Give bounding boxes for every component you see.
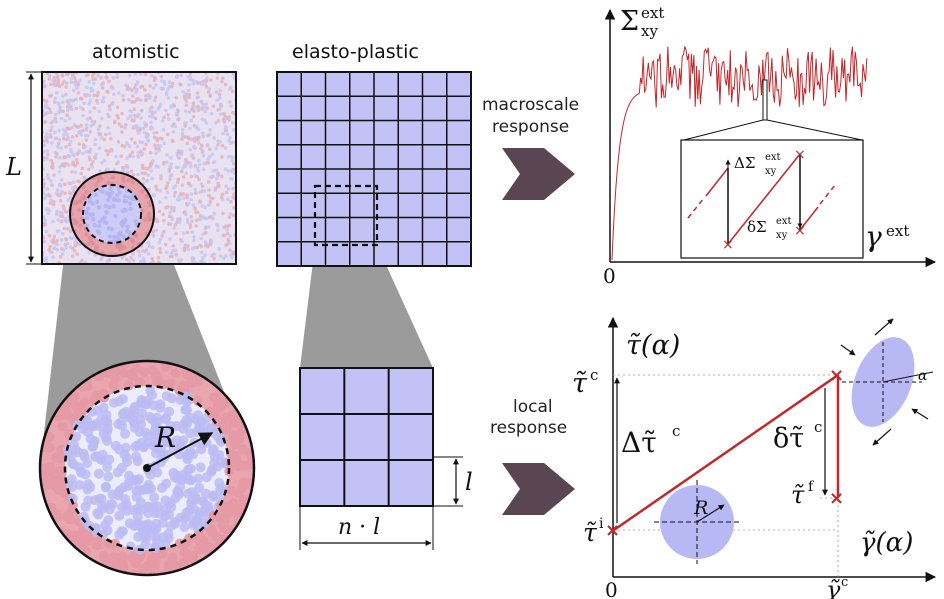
curve-zoom-marker <box>762 79 768 121</box>
macroscale-arrow <box>502 148 575 200</box>
zero-bottom: 0 <box>605 578 618 599</box>
Sigma-axis-label: Σ <box>620 6 639 37</box>
L-label: L <box>5 153 22 181</box>
svg-text:×: × <box>794 147 806 163</box>
svg-text:ext: ext <box>641 4 664 22</box>
tau-alpha-label: τ̃(α) <box>626 330 680 361</box>
svg-text:ext: ext <box>765 152 781 163</box>
svg-text:i: i <box>599 516 604 532</box>
R-label: R <box>154 421 176 454</box>
alpha-label: α <box>918 368 928 384</box>
atomistic-box <box>41 71 237 265</box>
svg-text:xy: xy <box>765 166 777 177</box>
svg-text:c: c <box>590 366 598 384</box>
gamma-c-label: γ̃ <box>826 576 841 599</box>
svg-text:×: × <box>605 520 620 541</box>
delta-Sigma-small-label: δΣ <box>747 218 767 236</box>
rotated-element-inset: α <box>840 318 934 446</box>
svg-text:ext: ext <box>886 222 909 240</box>
inset-box <box>680 139 864 259</box>
svg-text:c: c <box>814 418 822 436</box>
n-l-label: n · l <box>338 515 380 540</box>
elasto-plastic-grid <box>276 71 472 267</box>
macroscale-curve <box>611 46 868 261</box>
tau-i-label: τ̃ <box>583 518 598 547</box>
elasto-plastic-zoomed-grid <box>299 367 434 507</box>
macroscale-label-1: macroscale <box>482 95 579 115</box>
gamma-ext-label: γ <box>865 220 882 253</box>
svg-text:×: × <box>794 223 806 239</box>
R-inset-label: R <box>693 497 708 519</box>
R-arrow <box>146 432 214 469</box>
elasto-plastic-title: elasto-plastic <box>292 41 419 63</box>
tau-f-label: τ̃ <box>791 481 805 509</box>
macroscale-label-2: response <box>492 117 569 137</box>
elasto-zoom-box <box>313 184 379 247</box>
local-label-2: response <box>490 418 567 438</box>
svg-text:f: f <box>808 479 815 495</box>
Delta-tau-c-label: Δτ̃ <box>621 426 657 459</box>
svg-text:c: c <box>841 575 848 590</box>
svg-text:c: c <box>672 422 680 440</box>
svg-text:ext: ext <box>776 216 792 227</box>
atomistic-title: atomistic <box>92 41 180 63</box>
svg-text:×: × <box>722 237 734 253</box>
tau-c-label: τ̃ <box>572 368 588 399</box>
zero-top: 0 <box>603 264 616 288</box>
svg-text:×: × <box>829 365 844 386</box>
svg-text:xy: xy <box>641 22 658 40</box>
local-label-1: local <box>513 397 553 417</box>
svg-text:xy: xy <box>776 230 788 241</box>
zoom-cone-elasto <box>300 245 433 368</box>
local-loading-line <box>613 373 839 532</box>
delta-tau-c-label: δτ̃ <box>773 423 804 454</box>
delta-Sigma-big-label: ΔΣ <box>734 154 755 172</box>
local-arrow <box>502 463 575 515</box>
l-label: l <box>465 468 473 496</box>
gamma-alpha-label: γ̃(α) <box>860 528 913 558</box>
svg-text:×: × <box>829 488 844 509</box>
